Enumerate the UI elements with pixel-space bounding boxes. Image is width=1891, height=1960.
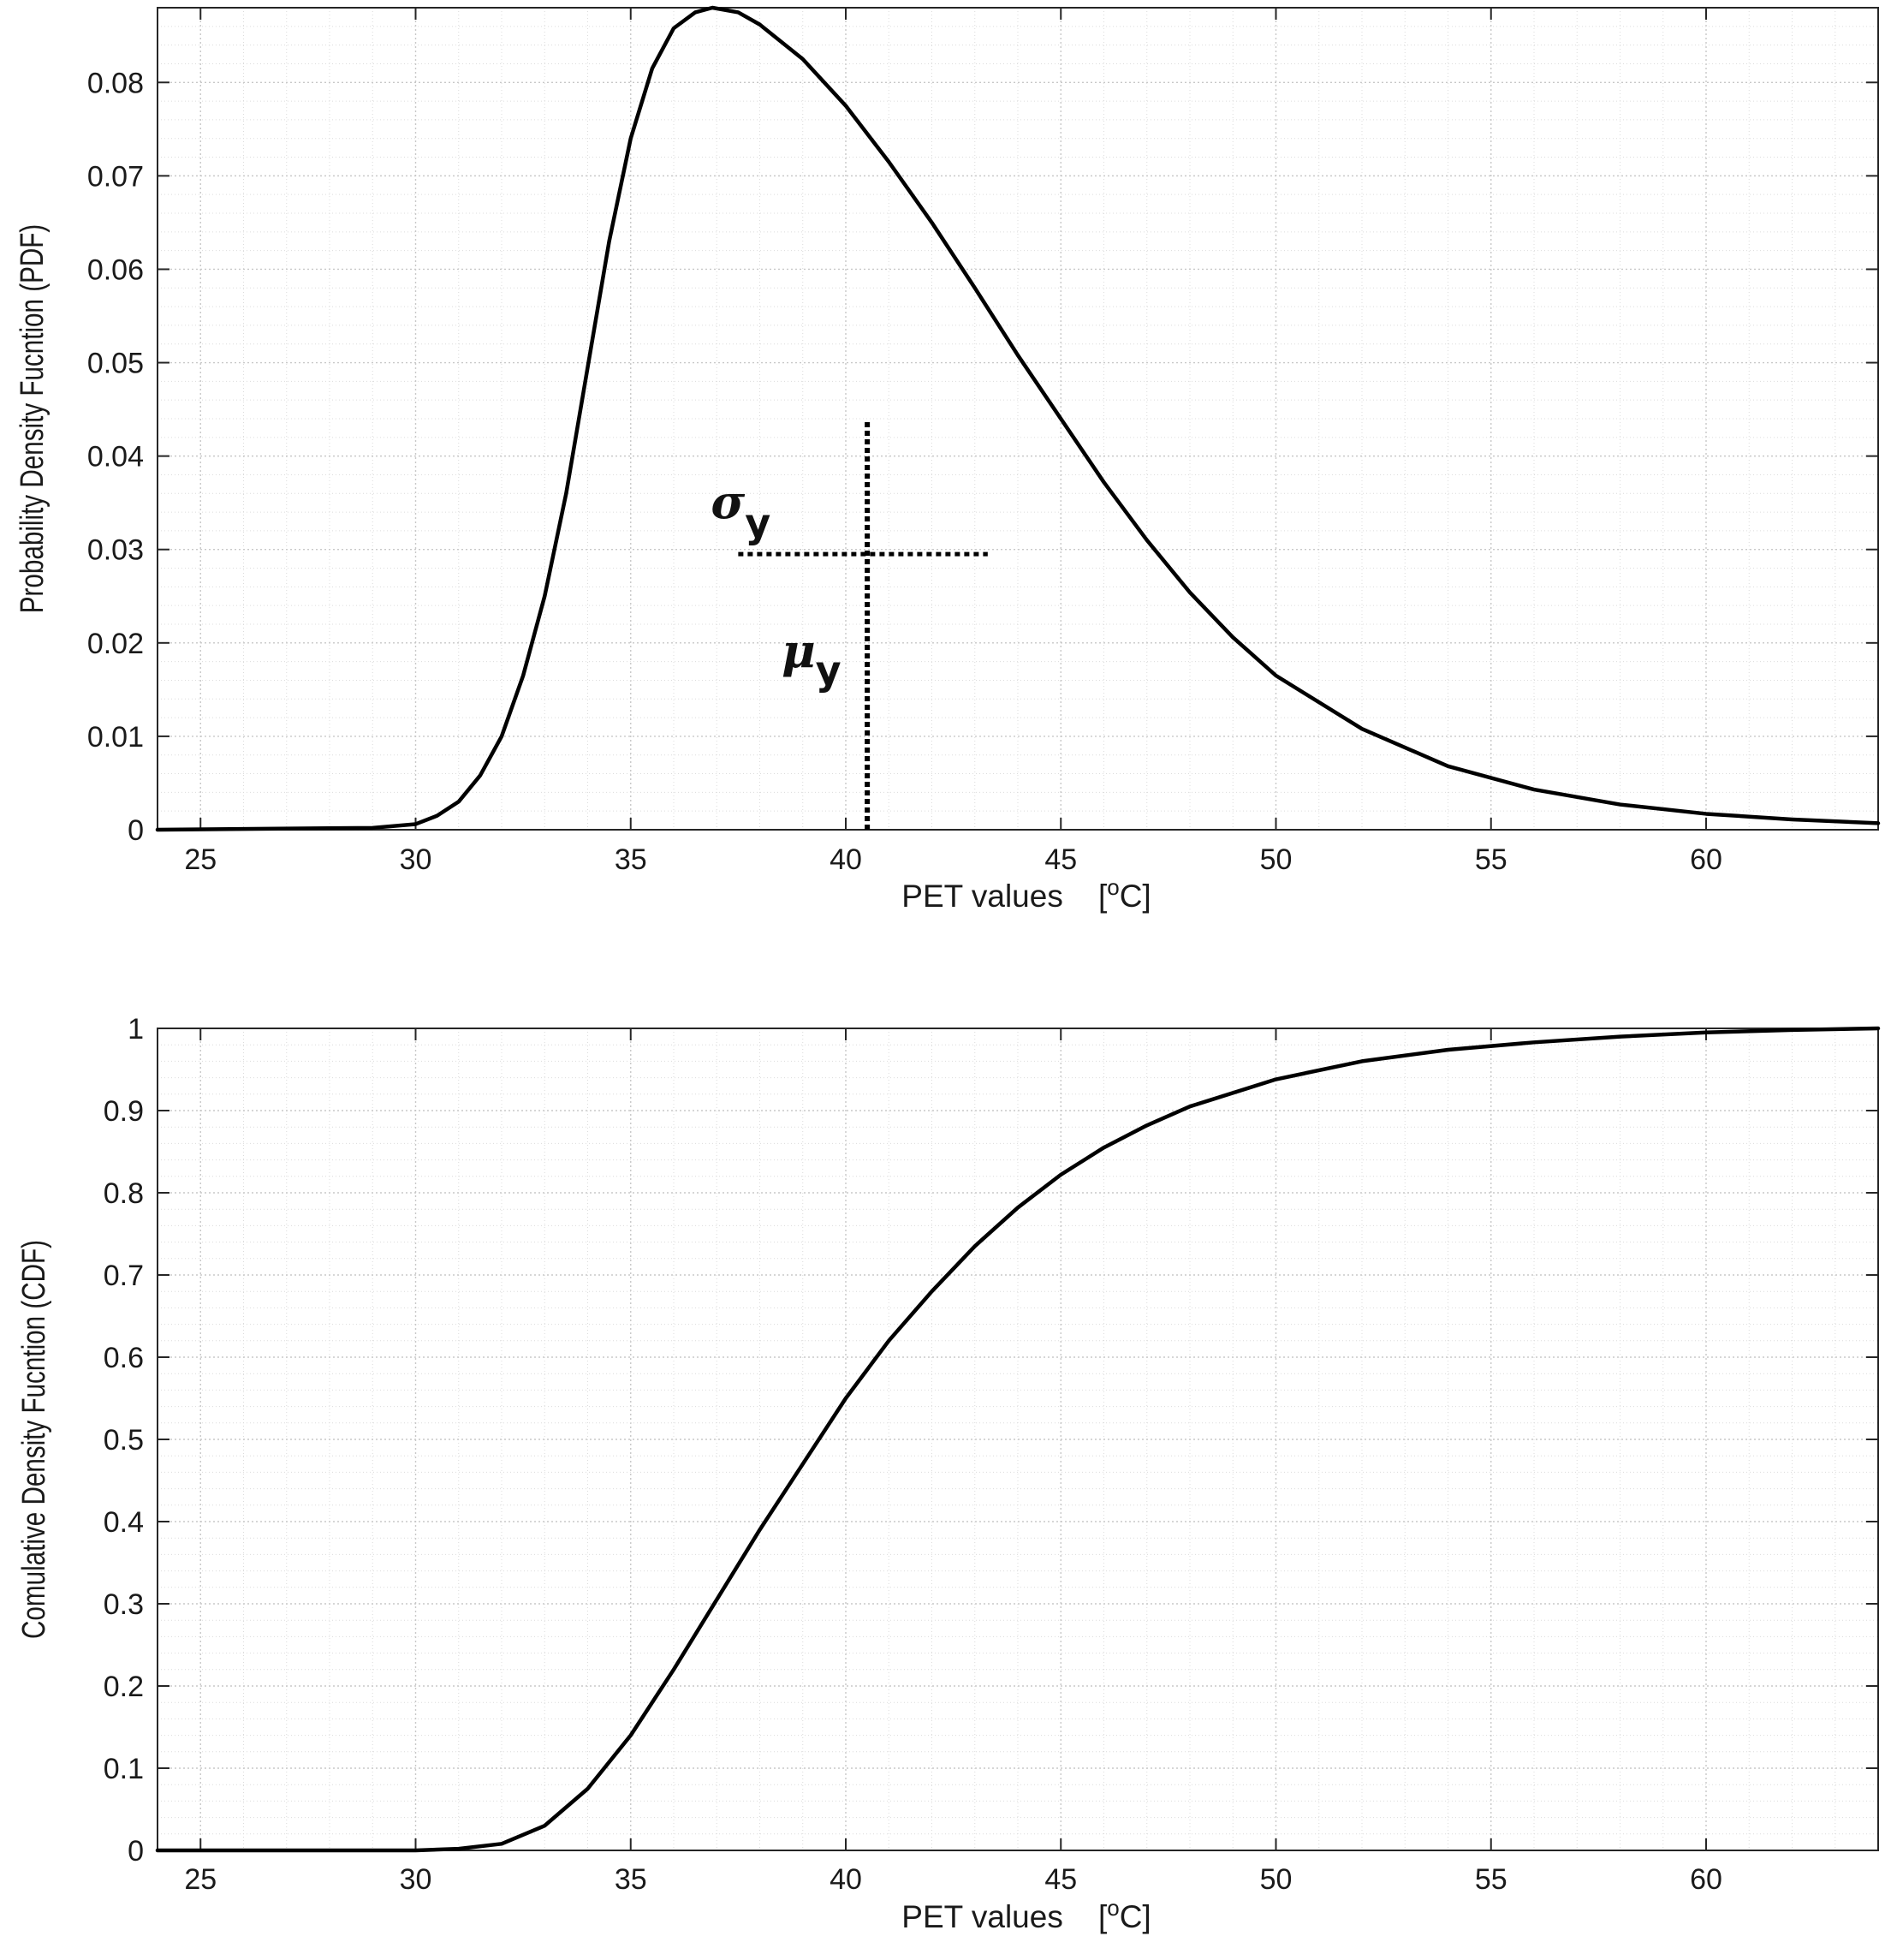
y-tick-label: 0.6	[104, 1342, 144, 1374]
grid-cdf	[157, 1028, 1879, 1851]
x-axis-title-text: PET values [	[901, 879, 1107, 914]
x-tick-label: 60	[1690, 1863, 1722, 1896]
y-tick-label: 0	[128, 814, 144, 847]
series-line-cdf	[155, 1026, 1881, 1853]
grid-pdf	[157, 7, 1879, 831]
x-tick-label: 50	[1260, 843, 1293, 876]
y-tick-label: 0.5	[104, 1424, 144, 1457]
x-tick-label: 30	[400, 1863, 432, 1896]
y-tick-label: 0.9	[104, 1095, 144, 1128]
y-tick-label: 0.1	[104, 1753, 144, 1785]
x-tick-label: 25	[184, 843, 217, 876]
y-axis-title: Probability Density Fucntion (PDF)	[15, 224, 51, 613]
x-tick-label: 40	[830, 1863, 862, 1896]
x-tick-label: 55	[1475, 843, 1507, 876]
y-tick-label: 0.01	[87, 721, 144, 754]
y-axis-title: Comulative Density Fucntion (CDF)	[16, 1240, 52, 1639]
x-tick-label: 35	[615, 1863, 647, 1896]
x-tick-label: 55	[1475, 1863, 1507, 1896]
axes-frame	[157, 7, 1879, 831]
y-tick-label: 0.2	[104, 1671, 144, 1703]
x-tick-label: 35	[615, 843, 647, 876]
y-tick-label: 0.4	[104, 1506, 144, 1539]
x-axis-title: PET values [oC]	[901, 1895, 1151, 1934]
mu-symbol: μ	[782, 623, 816, 678]
y-tick-label: 0.05	[87, 348, 144, 380]
x-axis-unit-text: C]	[1120, 879, 1151, 914]
x-axis-title: PET values [oC]	[901, 874, 1151, 914]
x-axis-unit-degree: o	[1107, 874, 1119, 900]
y-tick-label: 0	[128, 1835, 144, 1868]
y-tick-label: 0.8	[104, 1177, 144, 1210]
y-tick-label: 0.3	[104, 1588, 144, 1621]
x-tick-label: 45	[1044, 1863, 1077, 1896]
sigma-symbol: σ	[711, 474, 745, 529]
sigma-label: σy	[711, 474, 770, 546]
sigma-subscript: y	[745, 500, 770, 546]
y-tick-label: 1	[128, 1013, 144, 1046]
y-tick-label: 0.04	[87, 441, 144, 474]
y-tick-label: 0.03	[87, 534, 144, 567]
chart-pdf: 25 30 35 40 45 50 55 60 0 0.01 0.02 0.03 0.04 0.05 0.0…	[15, 5, 1881, 914]
series-line-pdf	[155, 5, 1881, 832]
x-tick-label: 25	[184, 1863, 217, 1896]
y-tick-label: 0.02	[87, 628, 144, 660]
x-axis-unit-degree: o	[1107, 1895, 1119, 1921]
x-tick-label: 45	[1044, 843, 1077, 876]
x-tick-label: 40	[830, 843, 862, 876]
y-tick-label: 0.06	[87, 253, 144, 286]
y-tick-label: 0.7	[104, 1260, 144, 1292]
x-axis-unit-text: C]	[1120, 1899, 1151, 1934]
chart-cdf: 25 30 35 40 45 50 55 60 0 0.1 0.2 0.3 0.4 0.5 0.6 0.7 0.…	[16, 1013, 1881, 1934]
y-tick-label: 0.07	[87, 160, 144, 193]
x-tick-label: 30	[400, 843, 432, 876]
y-tick-label: 0.08	[87, 67, 144, 99]
x-tick-label: 50	[1260, 1863, 1293, 1896]
x-axis-title-text: PET values [	[901, 1899, 1107, 1934]
mu-subscript: y	[816, 647, 841, 694]
x-tick-label: 60	[1690, 843, 1722, 876]
mu-label: μy	[782, 623, 841, 694]
